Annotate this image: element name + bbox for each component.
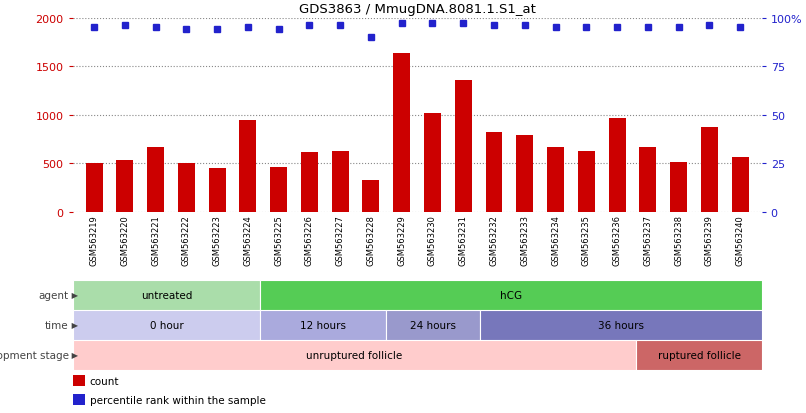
Text: count: count bbox=[89, 376, 119, 386]
Text: GSM563240: GSM563240 bbox=[736, 214, 745, 265]
Text: unruptured follicle: unruptured follicle bbox=[306, 350, 402, 360]
Bar bbox=[147, 147, 164, 212]
Bar bbox=[517, 136, 534, 212]
Text: hCG: hCG bbox=[500, 290, 522, 300]
Text: GSM563232: GSM563232 bbox=[489, 214, 499, 265]
Text: GSM563219: GSM563219 bbox=[89, 214, 98, 265]
Text: GSM563235: GSM563235 bbox=[582, 214, 591, 265]
Bar bbox=[393, 53, 410, 212]
Bar bbox=[670, 163, 687, 212]
Text: 12 hours: 12 hours bbox=[300, 320, 346, 330]
Text: 0 hour: 0 hour bbox=[150, 320, 184, 330]
Text: 36 hours: 36 hours bbox=[598, 320, 644, 330]
Bar bbox=[260, 310, 386, 340]
Bar bbox=[73, 310, 260, 340]
Bar bbox=[239, 120, 256, 212]
Bar bbox=[363, 180, 380, 212]
Bar bbox=[301, 152, 318, 212]
Bar bbox=[547, 147, 564, 212]
Bar bbox=[386, 310, 480, 340]
Text: GSM563229: GSM563229 bbox=[397, 214, 406, 265]
Bar bbox=[332, 151, 349, 212]
Text: development stage: development stage bbox=[0, 350, 69, 360]
Bar bbox=[73, 394, 85, 405]
Text: GSM563224: GSM563224 bbox=[243, 214, 252, 265]
Text: ▶: ▶ bbox=[69, 320, 77, 330]
Bar bbox=[73, 375, 85, 386]
Text: GSM563225: GSM563225 bbox=[274, 214, 283, 265]
Text: GSM563227: GSM563227 bbox=[335, 214, 345, 265]
Text: GSM563230: GSM563230 bbox=[428, 214, 437, 265]
Bar bbox=[73, 280, 260, 310]
Text: GSM563234: GSM563234 bbox=[551, 214, 560, 265]
Bar bbox=[85, 164, 102, 212]
Text: GSM563222: GSM563222 bbox=[182, 214, 191, 265]
Text: GSM563233: GSM563233 bbox=[521, 214, 530, 265]
Text: GSM563237: GSM563237 bbox=[643, 214, 652, 265]
Text: percentile rank within the sample: percentile rank within the sample bbox=[89, 394, 266, 405]
Bar bbox=[637, 340, 762, 370]
Bar bbox=[578, 151, 595, 212]
Text: ruptured follicle: ruptured follicle bbox=[658, 350, 741, 360]
Text: 24 hours: 24 hours bbox=[409, 320, 455, 330]
Bar bbox=[260, 280, 762, 310]
Text: GSM563236: GSM563236 bbox=[613, 214, 621, 265]
Text: ▶: ▶ bbox=[69, 291, 77, 300]
Bar bbox=[424, 114, 441, 212]
Text: GSM563220: GSM563220 bbox=[120, 214, 129, 265]
Text: ▶: ▶ bbox=[69, 350, 77, 359]
Bar bbox=[639, 147, 656, 212]
Bar bbox=[178, 164, 195, 212]
Text: GSM563226: GSM563226 bbox=[305, 214, 314, 265]
Text: agent: agent bbox=[39, 290, 69, 300]
Title: GDS3863 / MmugDNA.8081.1.S1_at: GDS3863 / MmugDNA.8081.1.S1_at bbox=[299, 3, 535, 16]
Bar bbox=[209, 169, 226, 212]
Text: GSM563238: GSM563238 bbox=[674, 214, 683, 265]
Bar bbox=[480, 310, 762, 340]
Text: GSM563239: GSM563239 bbox=[705, 214, 714, 265]
Text: GSM563221: GSM563221 bbox=[151, 214, 160, 265]
Text: time: time bbox=[45, 320, 69, 330]
Bar bbox=[485, 133, 502, 212]
Text: untreated: untreated bbox=[141, 290, 192, 300]
Bar bbox=[116, 161, 133, 212]
Bar bbox=[455, 81, 472, 212]
Text: GSM563228: GSM563228 bbox=[367, 214, 376, 265]
Bar bbox=[732, 158, 749, 212]
Bar bbox=[701, 128, 718, 212]
Bar bbox=[609, 119, 625, 212]
Text: GSM563231: GSM563231 bbox=[459, 214, 467, 265]
Bar bbox=[270, 168, 287, 212]
Text: GSM563223: GSM563223 bbox=[213, 214, 222, 265]
Bar bbox=[73, 340, 637, 370]
